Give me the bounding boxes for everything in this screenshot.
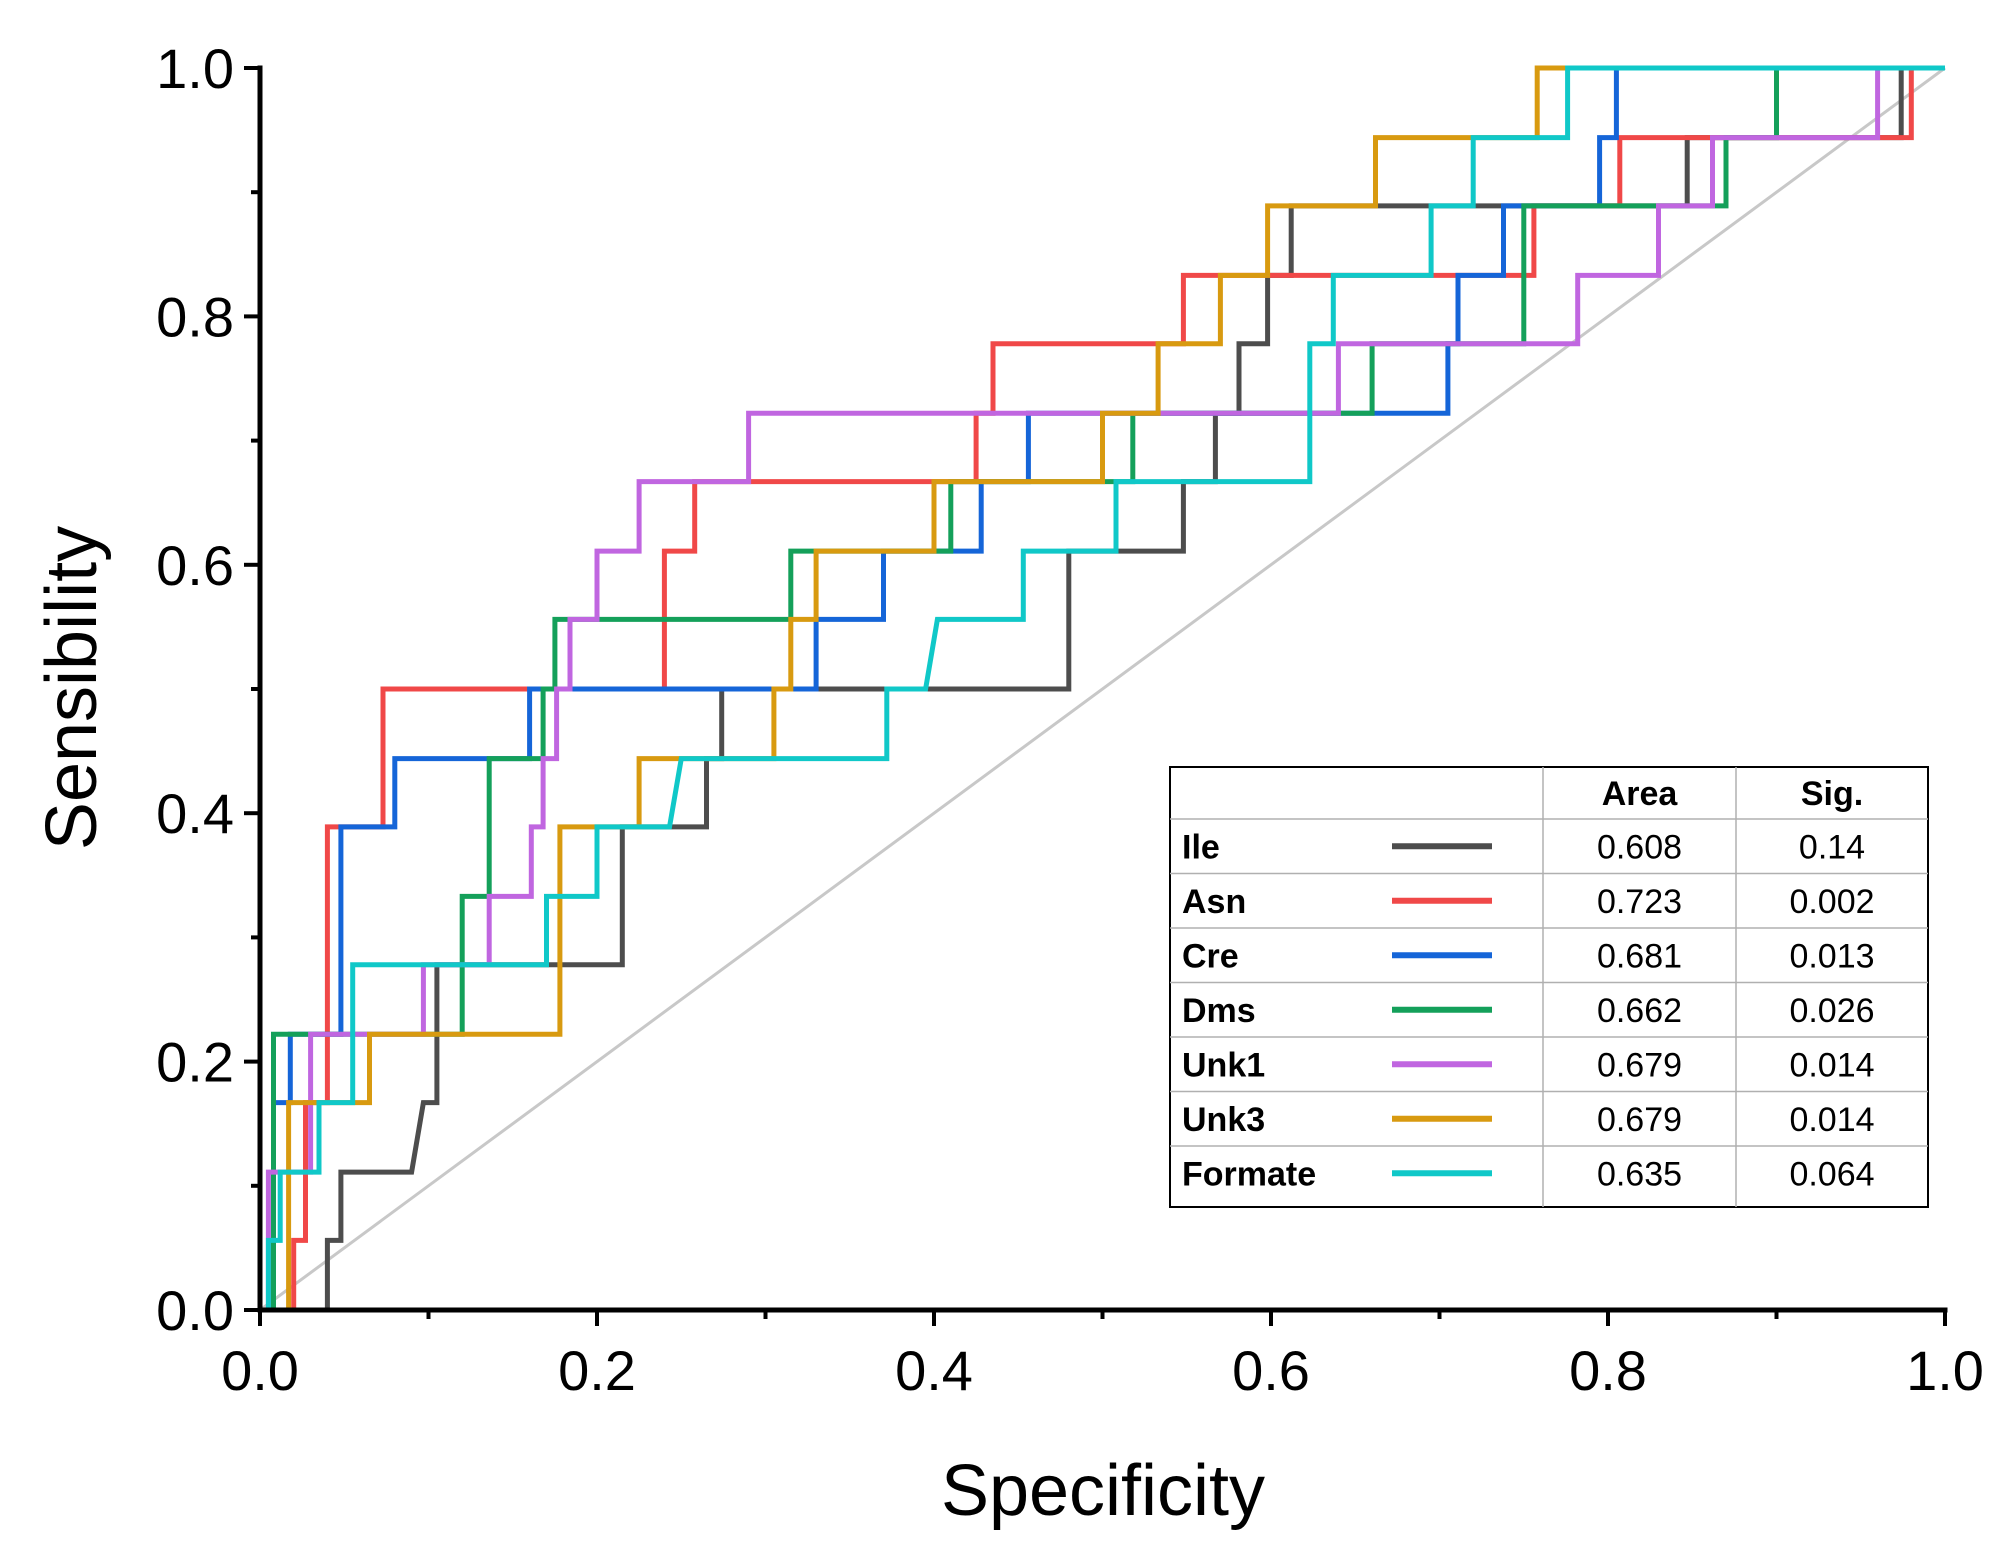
legend-sig-unk3: 0.014 (1789, 1101, 1874, 1139)
x-tick-label: 0.2 (558, 1339, 636, 1402)
legend-sig-asn: 0.002 (1789, 883, 1874, 921)
reference-diagonal-line (259, 66, 1946, 1312)
roc-line-unk3 (260, 65, 1945, 1313)
legend-area-asn: 0.723 (1597, 883, 1682, 921)
legend-sig-formate: 0.064 (1789, 1155, 1874, 1193)
y-tick-label: 0.4 (156, 782, 234, 845)
legend-sig-cre: 0.013 (1789, 937, 1874, 975)
legend-area-cre: 0.681 (1597, 937, 1682, 975)
legend-sig-unk1: 0.014 (1789, 1046, 1874, 1084)
y-axis-title: Sensibility (32, 526, 112, 850)
legend-name-ile: Ile (1182, 828, 1220, 866)
legend-sig-ile: 0.14 (1799, 828, 1865, 866)
legend-area-unk3: 0.679 (1597, 1101, 1682, 1139)
roc-line-formate (260, 65, 1945, 1313)
x-tick-label: 0.6 (1232, 1339, 1310, 1402)
legend-area-dms: 0.662 (1597, 992, 1682, 1030)
legend-box (1169, 766, 1929, 1208)
x-tick-label: 0.8 (1569, 1339, 1647, 1402)
legend-name-unk3: Unk3 (1182, 1101, 1265, 1139)
x-tick-label: 1.0 (1906, 1339, 1984, 1402)
x-axis-title: Specificity (941, 1451, 1265, 1531)
y-tick-label: 0.0 (156, 1279, 234, 1342)
legend-name-unk1: Unk1 (1182, 1046, 1265, 1084)
y-tick-label: 0.2 (156, 1031, 234, 1094)
legend-header-sig: Sig. (1801, 775, 1863, 813)
legend-sig-dms: 0.026 (1789, 992, 1874, 1030)
y-tick-label: 0.8 (156, 285, 234, 348)
legend-name-dms: Dms (1182, 992, 1256, 1030)
legend-area-unk1: 0.679 (1597, 1046, 1682, 1084)
legend-header-area: Area (1602, 775, 1679, 813)
x-tick-label: 0.4 (895, 1339, 973, 1402)
y-tick-label: 0.6 (156, 534, 234, 597)
y-tick-label: 1.0 (156, 37, 234, 100)
legend-area-formate: 0.635 (1597, 1155, 1682, 1193)
legend-area-ile: 0.608 (1597, 828, 1682, 866)
legend-name-formate: Formate (1182, 1155, 1316, 1193)
legend-name-cre: Cre (1182, 937, 1239, 975)
roc-line-ile (260, 65, 1945, 1313)
roc-line-unk1 (260, 65, 1945, 1313)
x-tick-label: 0.0 (221, 1339, 299, 1402)
legend-name-asn: Asn (1182, 883, 1246, 921)
